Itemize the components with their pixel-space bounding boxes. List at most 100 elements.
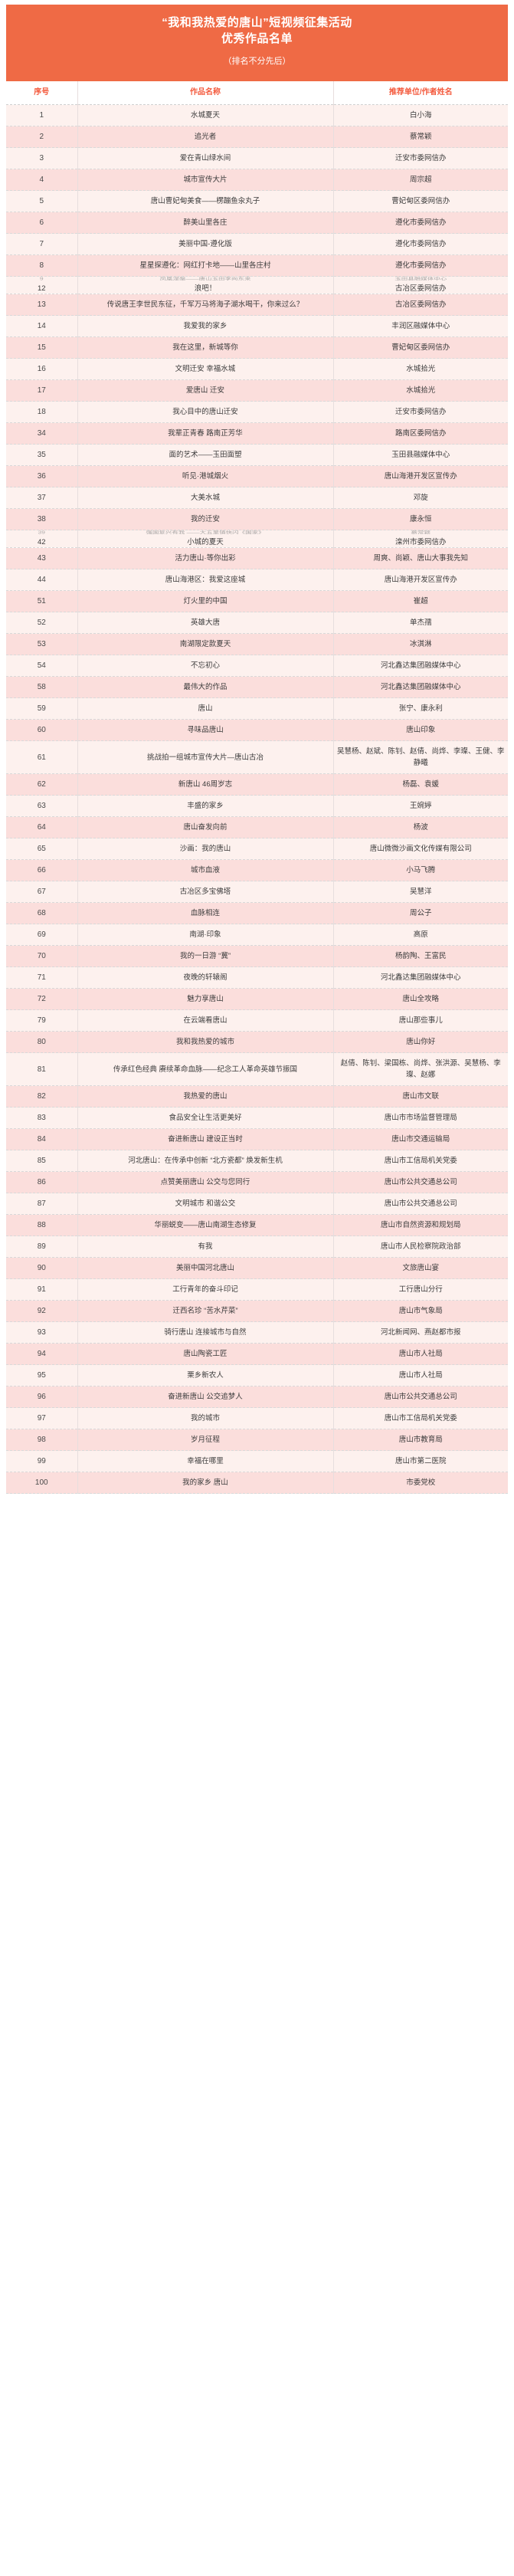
row-org-cell: 周宗超 <box>332 169 508 191</box>
table-row: 70 我的一日游 “冀” 杨韵陶、王富民 <box>6 945 508 967</box>
row-title-cell: 文明迁安 幸福水城 <box>77 358 333 380</box>
row-index-cell: 34 <box>6 422 77 445</box>
row-org-ghost: 玉田县融媒体中心 <box>395 277 447 281</box>
row-index-cell: 65 <box>6 838 77 860</box>
table-row: 17 爱唐山 迁安 水城拾光 <box>6 379 508 402</box>
page-banner: “我和我热爱的唐山”短视频征集活动 优秀作品名单 （排名不分先后） <box>6 5 508 81</box>
row-title-cell: 魅力享唐山 <box>77 988 333 1010</box>
row-index-cell: 2 <box>6 126 77 148</box>
row-index-cell: 91 <box>6 1278 77 1301</box>
row-index-cell: 83 <box>6 1107 77 1129</box>
row-index-cell: 93 <box>6 1321 77 1344</box>
row-title-cell: 醉美山里各庄 <box>77 212 333 234</box>
table-row: 85 河北唐山：在传承中创新 “北方瓷都” 焕发新生机 唐山市工信局机关党委 <box>6 1150 508 1172</box>
table-row: 51 灯火里的中国 崔超 <box>6 590 508 612</box>
row-title-cell: 工行青年的奋斗印记 <box>77 1278 333 1301</box>
row-index-cell: 64 <box>6 816 77 838</box>
row-index-cell: 53 <box>6 633 77 655</box>
table-row: 67 古冶区多宝佛塔 吴慧洋 <box>6 881 508 903</box>
row-index-cell: 94 <box>6 1343 77 1365</box>
banner-title-line-2: 优秀作品名单 <box>221 32 293 45</box>
row-org-cell: 吴慧洋 <box>332 881 508 903</box>
table-row: 4 城市宣传大片 周宗超 <box>6 169 508 191</box>
row-index-cell: 66 <box>6 859 77 881</box>
row-title-cell: 我热爱的唐山 <box>77 1085 333 1108</box>
row-title-cell: 听见·港城烟火 <box>77 465 333 487</box>
row-title-cell: 城市宣传大片 <box>77 169 333 191</box>
row-index-cell: 58 <box>6 676 77 698</box>
row-org-cell: 市委党校 <box>332 1472 508 1494</box>
table-row: 53 南湖限定款夏天 冰淇淋 <box>6 633 508 655</box>
row-org-cell: 赵倩、陈钊、梁国栋、尚烨、张洪源、吴慧杨、李璨、赵娜 <box>332 1052 508 1086</box>
table-row: 54 不忘初心 河北鑫达集团融媒体中心 <box>6 655 508 677</box>
row-index-cell: 60 <box>6 719 77 741</box>
table-row: 72 魅力享唐山 唐山全攻略 <box>6 988 508 1010</box>
row-org-cell: 河北鑫达集团融媒体中心 <box>332 676 508 698</box>
row-org-cell: 白小海 <box>332 104 508 126</box>
row-title-cell: 唐山海港区：我爱这座城 <box>77 569 333 591</box>
row-org-cell: 唐山市第二医院 <box>332 1450 508 1472</box>
row-org-cell: 唐山市交通运输局 <box>332 1128 508 1150</box>
row-title-cell: 灯火里的中国 <box>77 590 333 612</box>
row-index-cell: 87 <box>6 1193 77 1215</box>
row-title-cell: 华丽蜕变——唐山南湖生态修复 <box>77 1214 333 1236</box>
row-title-value: 浪吧！ <box>194 284 217 293</box>
row-title-cell: 骑行唐山 连接城市与自然 <box>77 1321 333 1344</box>
row-index-cell: 39 42 <box>6 530 77 548</box>
row-org-cell: 唐山市人民检察院政治部 <box>332 1235 508 1258</box>
row-title-cell: 点赞美丽唐山 公交与您同行 <box>77 1171 333 1193</box>
row-index-cell: 51 <box>6 590 77 612</box>
row-title-ghost: 凤凰涅槃——唐山玉田李向东来 <box>159 277 251 281</box>
table-row: 94 唐山陶瓷工匠 唐山市人社局 <box>6 1343 508 1365</box>
row-index-cell: 17 <box>6 379 77 402</box>
table-row: 84 奋进新唐山 建设正当时 唐山市交通运输局 <box>6 1128 508 1150</box>
table-row: 92 迁西名珍 “苦水芹菜” 唐山市气象局 <box>6 1300 508 1322</box>
row-index-cell: 1 <box>6 104 77 126</box>
table-row: 100 我的家乡 唐山 市委党校 <box>6 1472 508 1494</box>
table-row: 16 文明迁安 幸福水城 水城拾光 <box>6 358 508 380</box>
row-index-cell: 81 <box>6 1052 77 1086</box>
row-org-cell: 遵化市委网信办 <box>332 212 508 234</box>
row-index-cell: 98 <box>6 1429 77 1451</box>
row-org-cell: 单杰孺 <box>332 612 508 634</box>
table-body: 1 水城夏天 白小海 2 追光者 蔡常颖 3 爱在青山绿水间 迁安市委网信办 4 城市宣传大片 周宗超… <box>6 104 508 1494</box>
row-title-cell: 挑战拍一组城市宣传大片—唐山古冶 <box>77 740 333 774</box>
row-index-cell: 80 <box>6 1031 77 1053</box>
row-org-cell: 唐山市公共交通总公司 <box>332 1386 508 1408</box>
row-org-cell: 唐山那些事儿 <box>332 1009 508 1032</box>
row-org-cell: 迁安市委网信办 <box>332 401 508 423</box>
row-index-cell: 3 <box>6 147 77 169</box>
row-index-cell: 71 <box>6 966 77 989</box>
row-title-value: 小城的夏天 <box>187 538 224 546</box>
row-title-cell: 岁月征程 <box>77 1429 333 1451</box>
table-row: 82 我热爱的唐山 唐山市文联 <box>6 1085 508 1108</box>
table-row: 89 有我 唐山市人民检察院政治部 <box>6 1235 508 1258</box>
award-list-table: 序号 作品名称 推荐单位/作者姓名 1 水城夏天 白小海 2 追光者 蔡常颖 3 爱在青山绿水… <box>6 81 508 1494</box>
table-row: 6 醉美山里各庄 遵化市委网信办 <box>6 212 508 234</box>
table-row: 38 我的迁安 康永恒 <box>6 508 508 530</box>
row-index-cell: 13 <box>6 294 77 316</box>
row-index-ghost: 9 <box>39 277 44 281</box>
row-org-cell: 冰淇淋 <box>332 633 508 655</box>
row-index-cell: 63 <box>6 795 77 817</box>
row-index-cell: 54 <box>6 655 77 677</box>
table-row: 65 沙画：我的唐山 唐山微微沙画文化传媒有限公司 <box>6 838 508 860</box>
row-title-cell: 食品安全让生活更美好 <box>77 1107 333 1129</box>
table-row: 71 夜晚的轩辕阁 河北鑫达集团融媒体中心 <box>6 966 508 989</box>
row-index-cell: 96 <box>6 1386 77 1408</box>
table-row: 91 工行青年的奋斗印记 工行唐山分行 <box>6 1278 508 1301</box>
table-row: 96 奋进新唐山 公交追梦人 唐山市公共交通总公司 <box>6 1386 508 1408</box>
row-index-cell: 15 <box>6 336 77 359</box>
row-title-cell: 古冶区多宝佛塔 <box>77 881 333 903</box>
row-title-cell: 城市血液 <box>77 859 333 881</box>
row-index-cell: 18 <box>6 401 77 423</box>
row-title-cell: 在云端看唐山 <box>77 1009 333 1032</box>
table-row: 59 唐山 张宁、康永利 <box>6 697 508 720</box>
row-title-cell: 丰盛的家乡 <box>77 795 333 817</box>
row-index-cell: 5 <box>6 190 77 212</box>
table-row: 81 传承红色经典 赓续革命血脉——纪念工人革命英雄节振国 赵倩、陈钊、梁国栋、尚烨… <box>6 1052 508 1086</box>
row-index-cell: 90 <box>6 1257 77 1279</box>
table-row: 5 唐山曹妃甸美食——楞蹦鱼汆丸子 曹妃甸区委网信办 <box>6 190 508 212</box>
row-index-cell: 89 <box>6 1235 77 1258</box>
table-row: 98 岁月征程 唐山市教育局 <box>6 1429 508 1451</box>
